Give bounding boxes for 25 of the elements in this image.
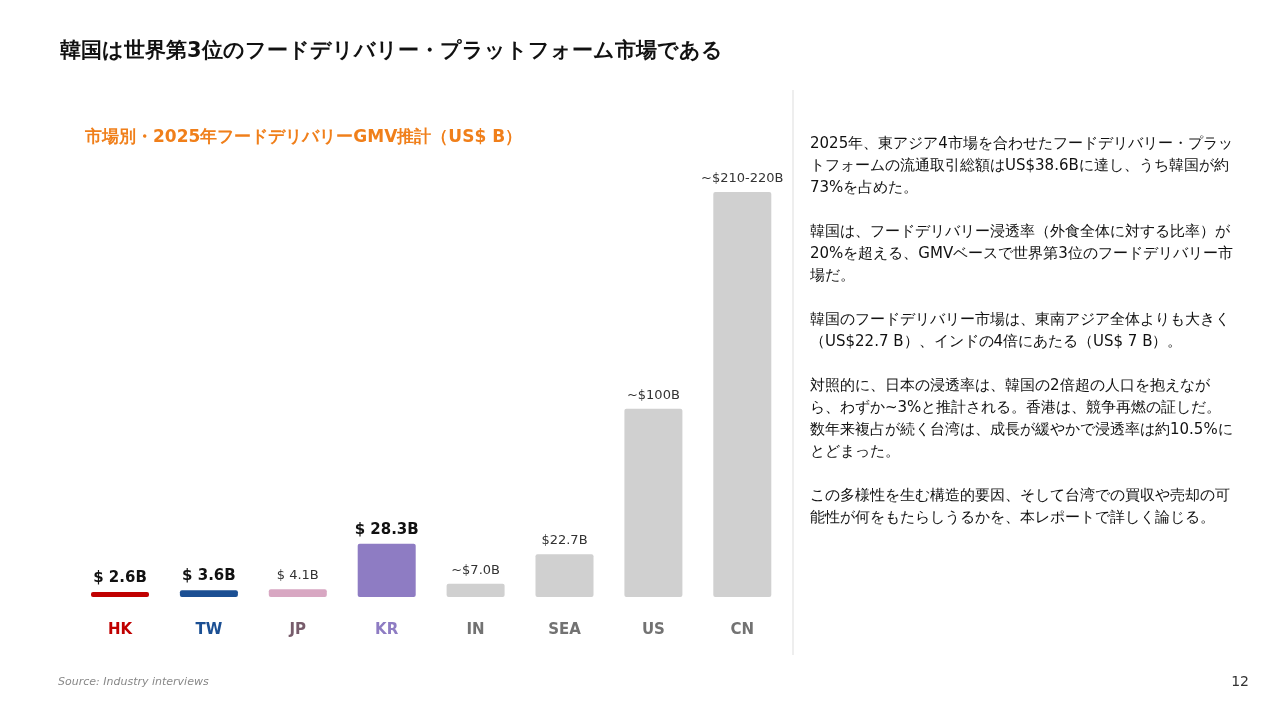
data-label: $ 4.1B: [276, 567, 319, 583]
x-tick-label: TW: [195, 620, 223, 638]
data-label: $ 28.3B: [354, 519, 419, 538]
x-tick-label: KR: [375, 620, 399, 638]
annotation: この多様性を生む構造的要因、そして台湾での買収や売却の可能性が何をもたらしうるかを、本レポートで詳しく論じる。: [810, 485, 1231, 528]
data-label: $ 2.6B: [93, 568, 147, 587]
annotation: 対照的に、日本の浸透率は、韓国の2倍超の人口を抱えながら、わずか~3%と推計される。香港は、競争再燃の証しだ。数年来複占が続く台湾は、成長が緩やかで浸透率は約10.5%にとどまった。: [810, 375, 1234, 462]
title: 韓国は世界第3位のフードデリバリー・プラットフォーム市場である: [60, 38, 723, 62]
x-tick-label: HK: [107, 620, 133, 638]
x-tick-label: CN: [730, 620, 755, 638]
x-tick-label: US: [641, 620, 665, 638]
data-label: ~$100B: [626, 386, 680, 402]
x-tick-label: IN: [466, 620, 485, 638]
annotation: 12: [1231, 673, 1249, 689]
annotation: 韓国のフードデリバリー市場は、東南アジア全体よりも大きく（US$22.7 B）、インドの4倍にあたる（US$ 7 B）。: [810, 309, 1231, 352]
subtitle: 市場別・2025年フードデリバリーGMV推計（US$ B）: [85, 126, 523, 146]
data-label: $22.7B: [541, 532, 588, 548]
annotation: 韓国は、フードデリバリー浸透率（外食全体に対する比率）が20%を超える、GMVベースで世界第3位のフードデリバリー市場だ。: [810, 221, 1234, 286]
annotation: 2025年、東アジア4市場を合わせたフードデリバリー・プラットフォームの流通取引総額はUS$38.6Bに達し、うち韓国が約73%を占めた。: [810, 133, 1234, 198]
data-label: $ 3.6B: [182, 566, 236, 585]
data-label: ~$7.0B: [451, 561, 500, 577]
x-tick-label: SEA: [548, 620, 581, 638]
data-label: ~$210-220B: [701, 170, 784, 185]
annotation: Source: Industry interviews: [58, 675, 209, 688]
x-tick-label: JP: [289, 620, 307, 638]
